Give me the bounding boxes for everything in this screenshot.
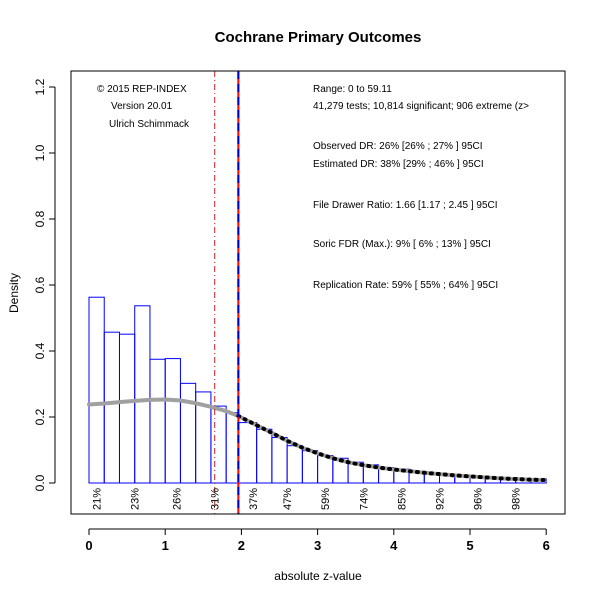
- x-axis-label: absolute z-value: [274, 569, 362, 583]
- histogram-bar-13: [271, 436, 288, 484]
- annotation-right-6: Soric FDR (Max.): 9% [ 6% ; 13% ] 95CI: [313, 239, 491, 250]
- power-label-3: 26%: [172, 488, 184, 510]
- histogram-bar-7: [179, 382, 197, 484]
- histogram-bar-3: [118, 333, 136, 484]
- annotation-left-1: © 2015 REP-INDEX: [97, 84, 187, 95]
- histogram-bar-16: [317, 455, 334, 484]
- annotation-right-1: Range: 0 to 59.11: [313, 84, 392, 95]
- histogram-bar-11: [237, 422, 258, 484]
- histogram-bar-1: [88, 296, 105, 484]
- annotation-right-4: Estimated DR: 38% [29% ; 46% ] 95CI: [313, 159, 484, 170]
- histogram-bar-10: [225, 412, 239, 484]
- fitted-density-curve: [87, 397, 241, 419]
- x-tick-label-7: 6: [543, 538, 550, 553]
- plot-frame: [70, 70, 566, 515]
- y-tick-label-6: 1.0: [33, 144, 47, 161]
- annotation-right-3: Observed DR: 26% [26% ; 27% ] 95CI: [313, 141, 483, 152]
- y-tick-label-7: 1.2: [33, 78, 47, 95]
- histogram-bar-14: [286, 445, 303, 484]
- y-tick-label-1: 0.0: [33, 474, 47, 491]
- histogram-bar-15: [301, 450, 319, 484]
- power-label-1: 21%: [92, 488, 104, 510]
- power-label-10: 92%: [435, 488, 447, 510]
- power-label-9: 85%: [396, 488, 408, 510]
- y-tick-label-5: 0.8: [33, 210, 47, 227]
- x-tick-label-4: 3: [314, 538, 321, 553]
- histogram-bar-4: [134, 305, 151, 484]
- annotation-right-2: 41,279 tests; 10,814 significant; 906 ex…: [313, 101, 529, 112]
- significant-curve-underlay: [237, 414, 547, 483]
- x-tick-label-1: 0: [85, 538, 92, 553]
- y-axis-label: Density: [7, 273, 21, 313]
- curves: [87, 397, 549, 483]
- chart-title: Cochrane Primary Outcomes: [215, 29, 422, 46]
- power-label-8: 74%: [358, 488, 370, 510]
- annotation-left-3: Ulrich Schimmack: [109, 119, 190, 130]
- x-tick-label-3: 2: [238, 538, 245, 553]
- power-label-5: 37%: [248, 488, 260, 510]
- threshold-lines: [214, 71, 240, 514]
- significant-curve-dotted: [236, 414, 549, 483]
- histogram-bar-5: [149, 358, 166, 484]
- axes: 0 1 2 3 4 5 6 0.0 0.2 0.4 0.6 0.8 1.0 1.2: [33, 78, 550, 553]
- y-tick-label-2: 0.2: [33, 408, 47, 425]
- y-tick-label-3: 0.4: [33, 342, 47, 359]
- power-label-12: 98%: [511, 488, 523, 510]
- histogram-bar-9: [210, 405, 227, 484]
- x-tick-label-6: 5: [466, 538, 473, 553]
- histogram-bar-6: [164, 358, 181, 484]
- power-labels: 21% 23% 26% 31% 37% 47% 59% 74% 85% 92% 96% 98%: [92, 488, 523, 510]
- power-label-2: 23%: [130, 488, 142, 510]
- histogram-bar-12: [256, 428, 273, 484]
- y-tick-label-4: 0.6: [33, 276, 47, 293]
- x-tick-label-5: 4: [390, 538, 398, 553]
- power-label-7: 59%: [320, 488, 332, 510]
- annotations: © 2015 REP-INDEX Version 20.01 Ulrich Schi…: [97, 84, 529, 291]
- annotation-left-2: Version 20.01: [111, 101, 173, 112]
- power-label-11: 96%: [473, 488, 485, 510]
- power-label-4: 31%: [210, 488, 222, 510]
- power-label-6: 47%: [282, 488, 294, 510]
- annotation-right-7: Replication Rate: 59% [ 55% ; 64% ] 95CI: [313, 280, 498, 291]
- annotation-right-5: File Drawer Ratio: 1.66 [1.17 ; 2.45 ] 9…: [313, 200, 498, 211]
- x-tick-label-2: 1: [162, 538, 169, 553]
- histogram-bar-2: [103, 331, 120, 484]
